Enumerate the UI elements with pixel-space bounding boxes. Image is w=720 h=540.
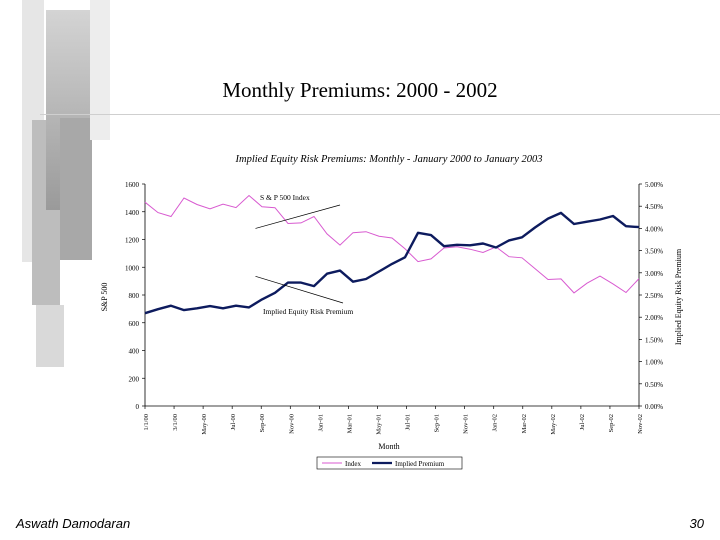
decor-bar-5 bbox=[36, 305, 64, 367]
y-axis-label-right: Implied Equity Risk Premium bbox=[674, 248, 683, 345]
x-tick-label: Nov-00 bbox=[288, 414, 295, 434]
x-tick-label: Jul-02 bbox=[579, 414, 586, 430]
y-left-tick-label: 1600 bbox=[125, 181, 140, 189]
y-right-tick-label: 4.50% bbox=[645, 203, 663, 211]
chart-title: Implied Equity Risk Premiums: Monthly - … bbox=[235, 154, 543, 165]
x-tick-label: Mar-02 bbox=[521, 414, 528, 433]
decor-bar-4 bbox=[60, 118, 92, 260]
x-tick-label: Jan-01 bbox=[317, 414, 324, 431]
y-right-tick-label: 0.50% bbox=[645, 381, 663, 389]
x-tick-label: Sep-00 bbox=[259, 414, 266, 432]
series-premium-line bbox=[144, 211, 640, 315]
x-axis-label: Month bbox=[378, 442, 399, 451]
x-tick-label: 3/1/00 bbox=[172, 414, 179, 431]
x-tick-label: May-02 bbox=[550, 414, 557, 435]
y-right-tick-label: 5.00% bbox=[645, 181, 663, 189]
x-tick-label: Jul-00 bbox=[230, 414, 237, 430]
x-tick-label: Sep-01 bbox=[434, 414, 441, 432]
x-tick-label: Jan-02 bbox=[492, 414, 499, 431]
y-left-tick-label: 0 bbox=[136, 403, 140, 411]
y-right-tick-label: 1.00% bbox=[645, 359, 663, 367]
slide-title: Monthly Premiums: 2000 - 2002 bbox=[222, 78, 498, 102]
x-tick-label: May-00 bbox=[201, 414, 208, 435]
annotation-index: S & P 500 Index bbox=[260, 193, 310, 202]
x-tick-label: Nov-01 bbox=[463, 414, 470, 434]
y-left-tick-label: 400 bbox=[129, 348, 140, 356]
x-tick-label: May-01 bbox=[375, 414, 382, 435]
series-index-line bbox=[144, 194, 640, 294]
y-left-tick-label: 200 bbox=[129, 375, 140, 383]
x-tick-label: Sep-02 bbox=[608, 414, 615, 432]
title-divider bbox=[40, 114, 720, 115]
y-right-tick-label: 4.00% bbox=[645, 225, 663, 233]
x-tick-label: Mar-01 bbox=[346, 414, 353, 433]
y-left-tick-label: 1400 bbox=[125, 209, 140, 217]
legend-premium-label: Implied Premium bbox=[395, 460, 445, 468]
y-left-tick-label: 1200 bbox=[125, 237, 140, 245]
x-tick-label: 1/1/00 bbox=[143, 414, 150, 431]
author-name: Aswath Damodaran bbox=[16, 516, 131, 531]
decor-bar-6 bbox=[90, 0, 110, 140]
y-right-tick-label: 1.50% bbox=[645, 336, 663, 344]
x-tick-label: Jul-01 bbox=[405, 414, 412, 430]
y-right-tick-label: 2.00% bbox=[645, 314, 663, 322]
y-right-tick-label: 2.50% bbox=[645, 292, 663, 300]
y-axis-label-left: S&P 500 bbox=[100, 283, 109, 312]
annotation-premium: Implied Equity Risk Premium bbox=[263, 307, 353, 316]
y-right-tick-label: 3.00% bbox=[645, 270, 663, 278]
page-number: 30 bbox=[689, 516, 704, 531]
y-right-tick-label: 3.50% bbox=[645, 248, 663, 256]
y-right-tick-label: 0.00% bbox=[645, 403, 663, 411]
annotation-premium-arrow bbox=[255, 276, 344, 304]
y-left-tick-label: 600 bbox=[129, 320, 140, 328]
y-left-tick-label: 800 bbox=[129, 292, 140, 300]
annotation-index-arrow bbox=[255, 204, 341, 229]
y-left-tick-label: 1000 bbox=[125, 264, 140, 272]
legend-index-label: Index bbox=[345, 460, 361, 468]
chart: Implied Equity Risk Premiums: Monthly - … bbox=[95, 140, 700, 475]
x-tick-label: Nov-02 bbox=[637, 414, 644, 434]
